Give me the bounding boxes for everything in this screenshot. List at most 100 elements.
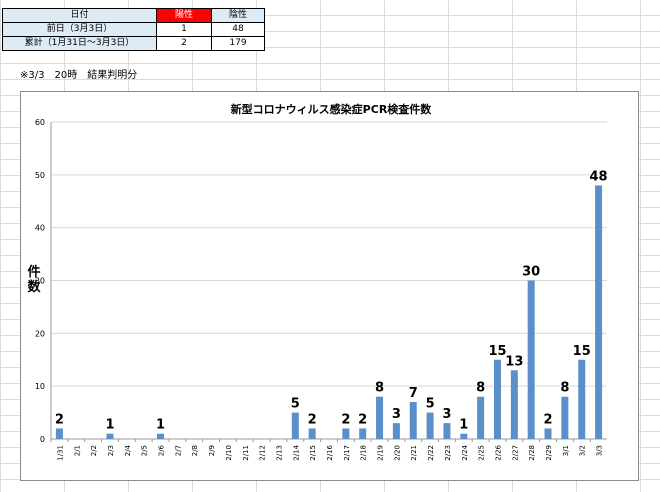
chart-title: 新型コロナウィルス感染症PCR検査件数 (231, 102, 433, 116)
x-tick-label: 2/17 (343, 445, 351, 461)
x-tick-label: 2/1 (73, 445, 81, 456)
x-tick-label: 2/19 (377, 445, 385, 461)
x-tick-label: 2/4 (124, 444, 132, 456)
x-tick-label: 2/2 (90, 445, 98, 456)
x-tick-label: 2/23 (444, 445, 452, 461)
x-tick-label: 2/28 (528, 445, 536, 461)
positive-count: 2 (156, 36, 212, 51)
data-label: 2 (341, 412, 350, 427)
data-label: 3 (442, 407, 451, 422)
x-tick-label: 1/31 (56, 445, 64, 461)
data-label: 2 (308, 412, 317, 427)
x-tick-label: 3/3 (596, 445, 604, 456)
x-tick-label: 2/21 (410, 445, 418, 461)
y-tick-label: 50 (35, 171, 45, 180)
header-negative: 陰性 (211, 8, 265, 23)
data-label: 3 (392, 407, 401, 422)
x-tick-label: 2/22 (427, 445, 435, 461)
x-tick-label: 2/16 (326, 444, 334, 460)
bar (55, 428, 63, 439)
x-tick-label: 2/24 (461, 444, 469, 460)
x-tick-label: 3/2 (579, 445, 587, 456)
bar (544, 428, 552, 439)
negative-count: 179 (211, 36, 265, 51)
bar (157, 433, 165, 439)
data-label: 7 (409, 386, 418, 401)
summary-row-previous-day: 前日（3月3日） 1 48 (2, 22, 265, 37)
data-label: 2 (358, 412, 367, 427)
data-label: 13 (505, 354, 523, 369)
x-tick-label: 2/5 (141, 445, 149, 456)
gridlines (51, 121, 607, 387)
bar (578, 359, 586, 439)
bar (376, 396, 384, 439)
bar (409, 402, 417, 439)
bar (493, 359, 501, 439)
tick-labels: 0 10 20 30 40 50 60 1/31 2/1 2/2 2/3 2/4 2/5 2/6 2/7 2/… (35, 118, 604, 461)
bar (342, 428, 350, 439)
bar (359, 428, 367, 439)
axes (50, 122, 607, 442)
bars (55, 185, 603, 439)
data-label: 48 (590, 169, 608, 184)
data-label: 1 (459, 418, 468, 433)
x-tick-label: 2/25 (478, 445, 486, 461)
x-tick-label: 2/26 (494, 444, 502, 460)
positive-count: 1 (156, 22, 212, 37)
negative-count: 48 (211, 22, 265, 37)
row-label: 前日（3月3日） (2, 22, 157, 37)
header-date: 日付 (2, 8, 157, 23)
x-tick-label: 2/14 (292, 444, 300, 460)
x-tick-label: 2/10 (225, 445, 233, 461)
y-axis-label-char: 数 (27, 279, 41, 295)
bar (595, 185, 603, 439)
bar (527, 280, 535, 439)
x-tick-label: 2/7 (174, 445, 182, 456)
data-label: 8 (476, 381, 485, 396)
summary-table: 日付 陽性 陰性 前日（3月3日） 1 48 累計（1月31日～3月3日） 2 … (2, 8, 265, 51)
summary-row-cumulative: 累計（1月31日～3月3日） 2 179 (2, 36, 265, 51)
x-tick-label: 2/27 (511, 445, 519, 461)
data-label: 1 (105, 418, 114, 433)
data-label: 30 (522, 265, 540, 280)
bar (460, 433, 468, 439)
bar (443, 423, 451, 439)
data-label: 8 (560, 381, 569, 396)
data-label: 8 (375, 381, 384, 396)
bar (291, 412, 299, 439)
summary-header-row: 日付 陽性 陰性 (2, 8, 265, 23)
x-tick-label: 2/20 (393, 445, 401, 461)
bar (510, 370, 518, 439)
header-positive: 陽性 (156, 8, 212, 23)
data-label: 2 (544, 412, 553, 427)
data-label: 1 (156, 418, 165, 433)
data-label: 5 (291, 397, 300, 412)
y-axis-label: 件数 (27, 264, 41, 295)
data-label: 2 (55, 412, 64, 427)
x-tick-label: 2/9 (208, 445, 216, 456)
bar (426, 412, 434, 439)
bar (106, 433, 114, 439)
data-label: 15 (488, 344, 506, 359)
data-label: 15 (573, 344, 591, 359)
y-tick-label: 20 (35, 329, 45, 338)
y-axis-label-char: 件 (27, 264, 40, 280)
data-label: 5 (426, 397, 435, 412)
y-tick-label: 40 (35, 224, 45, 233)
chart-area[interactable]: 新型コロナウィルス感染症PCR検査件数 件数 2 1 1 5 2 2 2 8 3 7 5 3 1 8 15 1… (20, 91, 639, 481)
y-tick-label: 60 (35, 118, 45, 127)
y-tick-label: 10 (35, 382, 45, 391)
x-tick-label: 3/1 (562, 445, 570, 456)
bar (308, 428, 316, 439)
row-label: 累計（1月31日～3月3日） (2, 36, 157, 51)
result-note: ※3/3 20時 結果判明分 (20, 70, 138, 81)
x-tick-label: 2/11 (242, 445, 250, 461)
x-tick-label: 2/13 (275, 445, 283, 461)
x-tick-label: 2/8 (191, 445, 199, 456)
x-tick-label: 2/29 (545, 445, 553, 461)
x-tick-label: 2/3 (107, 445, 115, 456)
x-tick-label: 2/18 (360, 445, 368, 461)
bar (477, 396, 485, 439)
x-tick-label: 2/15 (309, 445, 317, 461)
